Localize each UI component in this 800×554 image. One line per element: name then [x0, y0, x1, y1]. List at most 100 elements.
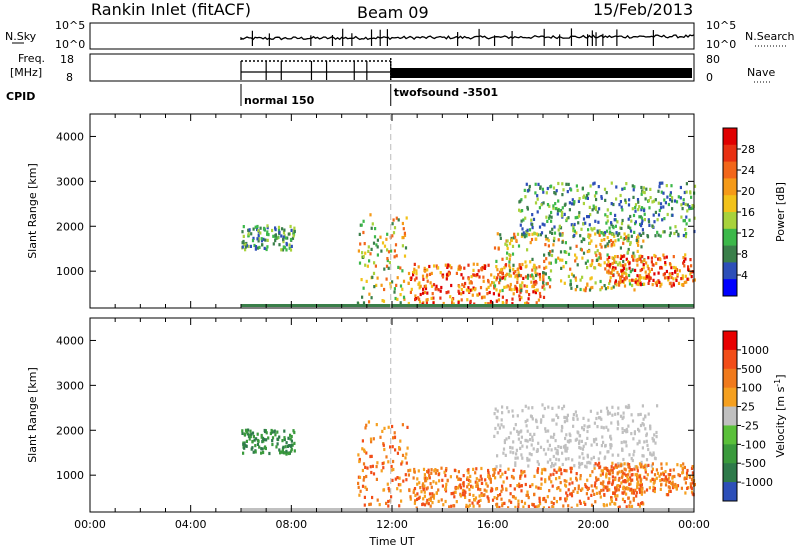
heatmap-cell [586, 429, 589, 434]
heatmap-cell [644, 427, 647, 431]
heatmap-cell [405, 216, 408, 220]
heatmap-cell [584, 464, 587, 468]
heatmap-cell [628, 273, 631, 278]
heatmap-cell [681, 274, 684, 278]
heatmap-cell [357, 249, 360, 253]
heatmap-cell [263, 226, 266, 230]
heatmap-cell [281, 439, 284, 443]
heatmap-cell [569, 466, 572, 470]
heatmap-cell [533, 432, 536, 436]
heatmap-cell [381, 462, 384, 466]
heatmap-cell [376, 461, 379, 465]
heatmap-cell [371, 275, 374, 279]
heatmap-cell [567, 488, 570, 492]
heatmap-cell [684, 202, 687, 206]
heatmap-cell [410, 287, 413, 291]
heatmap-cell [565, 416, 569, 420]
heatmap-cell [533, 493, 536, 497]
heatmap-cell [439, 296, 442, 300]
heatmap-cell [536, 505, 539, 509]
heatmap-cell [611, 453, 614, 457]
heatmap-cell [606, 215, 609, 219]
heatmap-cell [663, 217, 666, 221]
heatmap-cell [403, 254, 407, 258]
heatmap-cell [684, 491, 687, 495]
heatmap-cell [260, 239, 264, 243]
heatmap-cell [617, 484, 620, 488]
heatmap-cell [600, 425, 603, 429]
heatmap-cell [617, 412, 620, 416]
heatmap-cell [549, 230, 552, 234]
heatmap-cell [631, 419, 635, 423]
heatmap-cell [267, 233, 270, 237]
heatmap-cell [357, 485, 360, 489]
heatmap-cell [532, 447, 535, 451]
heatmap-cell [626, 487, 629, 491]
heatmap-cell [596, 463, 599, 467]
heatmap-cell [397, 483, 400, 487]
heatmap-cell [576, 263, 579, 267]
heatmap-cell [544, 234, 547, 238]
heatmap-cell [649, 276, 652, 280]
heatmap-cell [546, 203, 550, 207]
heatmap-cell [523, 470, 526, 474]
heatmap-cell [611, 471, 614, 475]
heatmap-cell [578, 499, 581, 503]
heatmap-cell [422, 287, 425, 291]
heatmap-cell [676, 484, 680, 488]
heatmap-cell [501, 502, 504, 506]
heatmap-cell [251, 446, 254, 450]
heatmap-cell [512, 292, 515, 296]
heatmap-cell [511, 446, 514, 450]
heatmap-cell [611, 261, 614, 266]
heatmap-cell [595, 191, 598, 195]
heatmap-cell [630, 457, 633, 461]
heatmap-cell [663, 256, 666, 260]
heatmap-cell [522, 505, 525, 509]
heatmap-cell [290, 435, 293, 439]
heatmap-cell [489, 489, 493, 493]
heatmap-cell [542, 295, 546, 299]
heatmap-cell [519, 476, 522, 480]
heatmap-cell [358, 261, 362, 265]
heatmap-cell [544, 499, 547, 503]
heatmap-cell [479, 286, 483, 290]
heatmap-cell [396, 297, 399, 301]
heatmap-cell [386, 257, 389, 261]
heatmap-cell [257, 439, 260, 443]
heatmap-cell [427, 468, 430, 472]
heatmap-cell [656, 404, 659, 408]
heatmap-cell [626, 475, 629, 479]
heatmap-cell [428, 272, 432, 276]
heatmap-cell [576, 188, 579, 192]
heatmap-cell [628, 469, 631, 473]
heatmap-cell [517, 499, 520, 503]
heatmap-cell [549, 278, 552, 282]
heatmap-cell [628, 279, 631, 283]
heatmap-cell [271, 439, 274, 443]
heatmap-cell [638, 232, 641, 236]
heatmap-cell [691, 471, 694, 475]
heatmap-cell [370, 226, 373, 230]
heatmap-cell [616, 220, 619, 224]
heatmap-cell [422, 486, 425, 490]
heatmap-cell [686, 468, 689, 473]
heatmap-cell [577, 221, 580, 225]
heatmap-cell [619, 280, 622, 285]
heatmap-cell [615, 283, 618, 287]
heatmap-cell [615, 185, 618, 189]
heatmap-cell [524, 404, 527, 408]
heatmap-cell [623, 429, 626, 433]
heatmap-cell [621, 187, 624, 191]
heatmap-cell [391, 222, 394, 226]
heatmap-cell [534, 291, 537, 295]
heatmap-cell [264, 429, 267, 433]
heatmap-cell [693, 278, 696, 282]
heatmap-cell [522, 276, 525, 280]
heatmap-cell [550, 448, 553, 452]
heatmap-cell [243, 433, 246, 437]
heatmap-cell [493, 246, 497, 250]
heatmap-cell [363, 503, 366, 507]
heatmap-cell [496, 502, 499, 506]
heatmap-cell [530, 443, 533, 447]
